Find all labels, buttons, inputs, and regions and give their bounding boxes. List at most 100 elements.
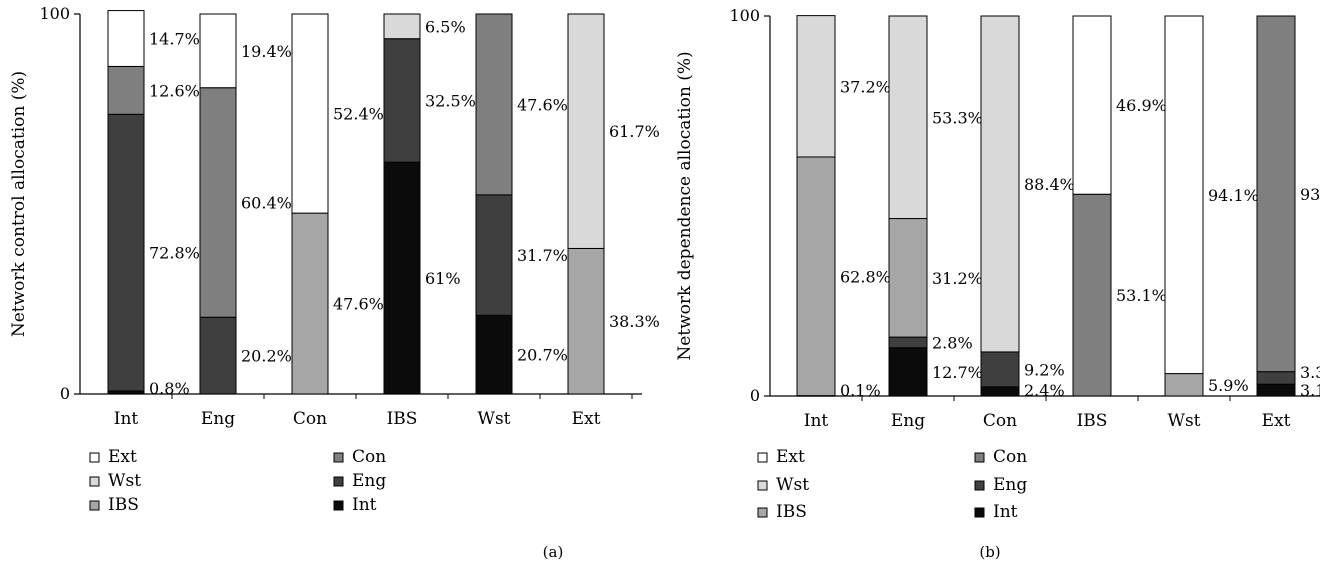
y-tick-label: 0 <box>750 386 760 405</box>
x-tick-label: Wst <box>477 409 510 429</box>
data-label: 53.3% <box>932 108 983 127</box>
legend-swatch-ext <box>757 452 768 463</box>
bar-segment-eng-wst <box>888 15 928 220</box>
bar-segment-ext-wst <box>567 13 605 249</box>
y-axis-label: Network control allocation (%) <box>9 71 29 337</box>
y-axis-label: Network dependence allocation (%) <box>675 51 695 360</box>
legend: Ext Wst IBS Con Eng Int <box>757 447 1027 522</box>
data-label: 12.7% <box>932 363 983 382</box>
data-label: 46.9% <box>1116 96 1167 115</box>
bar-segment-ibs-con <box>1072 193 1112 397</box>
bar-segment-con-ext <box>291 13 329 214</box>
data-label: 88.4% <box>1024 175 1075 194</box>
legend-swatch-eng <box>974 480 985 491</box>
y-tick-label: 100 <box>39 4 70 23</box>
data-label: 9.2% <box>1024 360 1065 379</box>
bar-segment-int-eng <box>107 113 145 392</box>
data-label: 14.7% <box>149 30 200 49</box>
bar-segment-con-int <box>980 386 1020 397</box>
x-tick-label: Eng <box>201 409 235 429</box>
x-tick-label: Ext <box>572 409 601 429</box>
bar-segment-eng-con <box>199 87 237 318</box>
legend-swatch-con <box>333 452 344 463</box>
data-label: 62.8% <box>840 267 891 286</box>
legend-swatch-ext <box>89 452 100 463</box>
data-label: 20.7% <box>517 346 568 365</box>
data-label: 2.8% <box>932 333 973 352</box>
legend-label: Ext <box>776 447 805 467</box>
legend-label: IBS <box>108 495 139 515</box>
x-tick-label: Int <box>804 411 829 431</box>
x-tick-label: Eng <box>891 411 925 431</box>
data-label: 0.1% <box>840 381 881 400</box>
y-tick-label: 100 <box>729 6 760 25</box>
legend-swatch-ibs <box>89 500 100 511</box>
data-label: 32.5% <box>425 91 476 110</box>
x-tick-label: Int <box>114 409 139 429</box>
data-label: 61.7% <box>609 122 660 141</box>
panel-label: (a) <box>543 543 564 561</box>
legend-swatch-int <box>333 500 344 511</box>
x-tick-label: IBS <box>1077 411 1108 431</box>
x-tick-label: Con <box>293 409 327 429</box>
bar-segment-con-wst <box>980 15 1020 353</box>
bar-segment-int-ext <box>107 10 145 67</box>
legend-swatch-wst <box>757 480 768 491</box>
y-tick-label: 0 <box>60 384 70 403</box>
bar-segment-int-ibs <box>796 156 836 397</box>
bar-segment-ext-con <box>1256 15 1296 373</box>
legend-label: Con <box>352 447 386 467</box>
legend-swatch-ibs <box>757 507 768 518</box>
legend-swatch-con <box>974 452 985 463</box>
bar-segment-int-con <box>107 65 145 115</box>
legend-label: Wst <box>776 475 809 495</box>
data-label: 93.6% <box>1300 185 1320 204</box>
data-label: 72.8% <box>149 244 200 263</box>
data-label: 5.9% <box>1208 376 1249 395</box>
legend-label: Eng <box>993 475 1027 495</box>
x-tick-label: Con <box>983 411 1017 431</box>
data-label: 3.3% <box>1300 363 1320 382</box>
legend-label: IBS <box>776 502 807 522</box>
bar-segment-wst-ext <box>1164 15 1204 375</box>
bar-segment-wst-int <box>475 314 513 395</box>
x-tick-label: Wst <box>1167 411 1200 431</box>
legend: Ext Wst IBS Con Eng Int <box>89 447 386 515</box>
bar-segment-ext-int <box>1256 383 1296 397</box>
data-label: 2.4% <box>1024 381 1065 400</box>
data-label: 52.4% <box>333 105 384 124</box>
bar-segment-eng-ext <box>199 13 237 89</box>
data-label: 3.1% <box>1300 381 1320 400</box>
data-label: 0.8% <box>149 379 190 398</box>
bar-segment-ext-ibs <box>567 247 605 395</box>
legend-swatch-int <box>974 507 985 518</box>
legend-swatch-wst <box>89 476 100 487</box>
chart-panel-b: 100 0 Network dependence allocation (%) 0.1… <box>675 6 1320 561</box>
bar-segment-eng-eng <box>199 316 237 395</box>
legend-label: Con <box>993 447 1027 467</box>
data-label: 12.6% <box>149 81 200 100</box>
data-label: 53.1% <box>1116 286 1167 305</box>
bar-segment-ibs-ext <box>1072 15 1112 195</box>
data-label: 37.2% <box>840 77 891 96</box>
legend-label: Ext <box>108 447 137 467</box>
bar-segment-eng-ibs <box>888 218 928 338</box>
data-label: 38.3% <box>609 312 660 331</box>
bar-segment-ibs-eng <box>383 38 421 163</box>
bar-segment-eng-eng <box>888 336 928 349</box>
x-tick-label: IBS <box>387 409 418 429</box>
bar-segment-ibs-wst <box>383 13 421 40</box>
bar-segment-wst-con <box>475 13 513 196</box>
data-label: 20.2% <box>241 347 292 366</box>
data-label: 19.4% <box>241 42 292 61</box>
data-label: 6.5% <box>425 17 466 36</box>
data-label: 60.4% <box>241 193 292 212</box>
legend-label: Wst <box>108 471 141 491</box>
bar-segment-ext-eng <box>1256 371 1296 385</box>
legend-label: Eng <box>352 471 386 491</box>
panel-label: (b) <box>979 543 1000 561</box>
chart-panel-a: 100 0 Network control allocation (%) 0.8% 72… <box>9 4 660 561</box>
bar-segment-wst-eng <box>475 194 513 316</box>
